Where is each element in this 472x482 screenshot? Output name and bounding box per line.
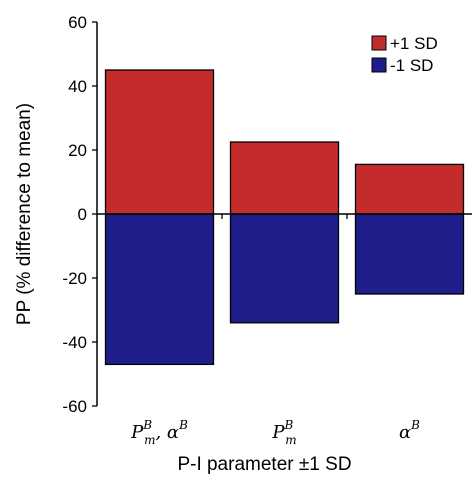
y-tick-label-5: 40: [68, 77, 87, 96]
y-tick-label-3: 0: [78, 205, 87, 224]
legend: +1 SD -1 SD: [371, 34, 438, 75]
legend-label-0: +1 SD: [390, 34, 438, 53]
legend-swatch-0: [371, 35, 387, 51]
bars-group: [104, 69, 465, 366]
axes-group: -60 -40 -20 0 20 40 60 PBm​, αB PBm​ αB​: [62, 13, 472, 447]
legend-label-1: -1 SD: [390, 56, 433, 75]
y-tick-label-2: -20: [62, 269, 87, 288]
y-axis-title: PP (% difference to mean): [14, 103, 35, 325]
bar-plus-1: [229, 141, 340, 215]
x-category-label-2: αB​: [399, 418, 420, 443]
y-tick-label-4: 20: [68, 141, 87, 160]
y-tick-label-1: -40: [62, 333, 87, 352]
bar-minus-1: [229, 213, 340, 324]
x-category-label-1: PBm​: [271, 418, 296, 447]
legend-swatch-1: [371, 57, 387, 73]
bar-plus-2: [354, 163, 465, 215]
x-axis-title: P-I parameter ±1 SD: [177, 454, 351, 475]
bar-minus-0: [104, 213, 215, 366]
y-tick-label-6: 60: [68, 13, 87, 32]
bar-plus-0: [104, 69, 215, 215]
y-tick-label-0: -60: [62, 397, 87, 416]
x-category-label-0: PBm​, αB: [130, 418, 188, 447]
bar-minus-2: [354, 213, 465, 295]
